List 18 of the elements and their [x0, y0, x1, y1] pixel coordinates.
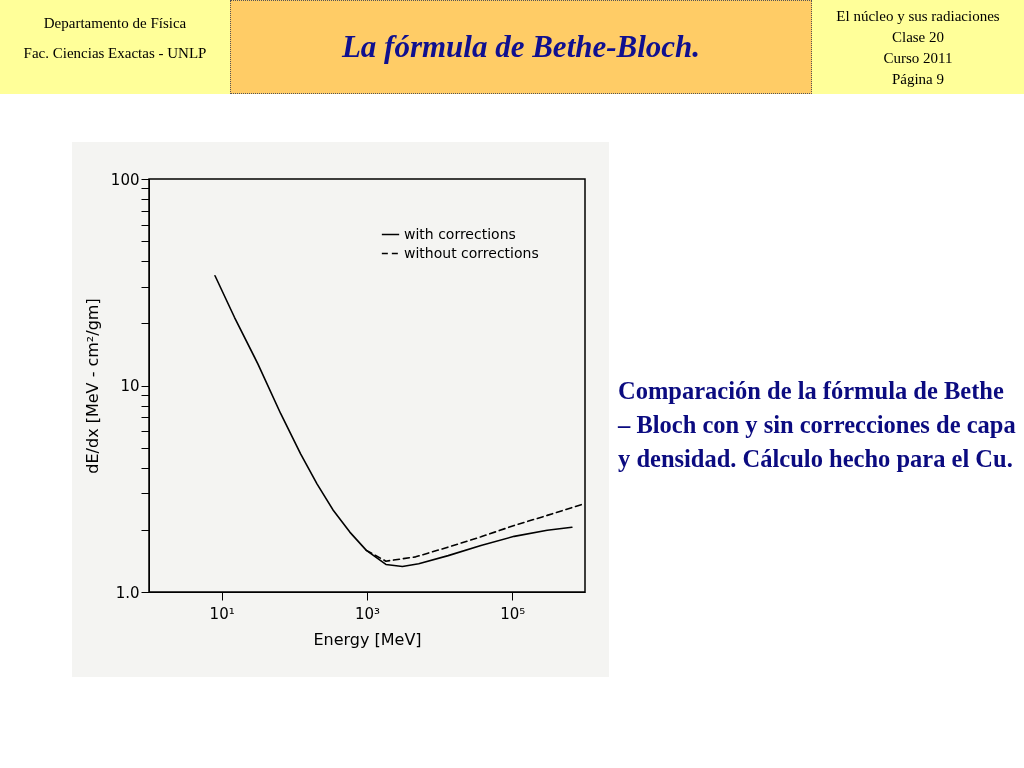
text: Fac. Ciencias Exactas - UNLP	[22, 44, 208, 63]
text: Clase 20	[890, 28, 946, 47]
y-axis-title: dE/dx [MeV - cm²/gm]	[82, 298, 102, 474]
text: Página 9	[890, 70, 946, 89]
x-tick-label: 10³	[354, 604, 381, 623]
y-tick-label: 100	[110, 170, 140, 189]
x-tick-label: 10¹	[209, 604, 235, 623]
text: El núcleo y sus radiaciones	[835, 7, 1001, 26]
text: Comparación de la fórmula de Bethe – Bloch con y sin correcciones de capa y densidad. Cálculo hecho para el Cu.	[618, 376, 1017, 474]
y-tick-label: 10	[120, 377, 140, 395]
chart-title: La fórmula de Bethe-Bloch.	[341, 29, 701, 65]
x-axis-title: Energy [MeV]	[313, 629, 422, 649]
legend-label: without corrections	[404, 244, 539, 261]
y-tick-label: 1.0	[115, 583, 140, 602]
text: Curso 2011	[882, 49, 954, 68]
x-tick-label: 10⁵	[500, 604, 526, 623]
text: Departamento de Física	[42, 14, 188, 33]
legend-label: with corrections	[404, 225, 516, 242]
